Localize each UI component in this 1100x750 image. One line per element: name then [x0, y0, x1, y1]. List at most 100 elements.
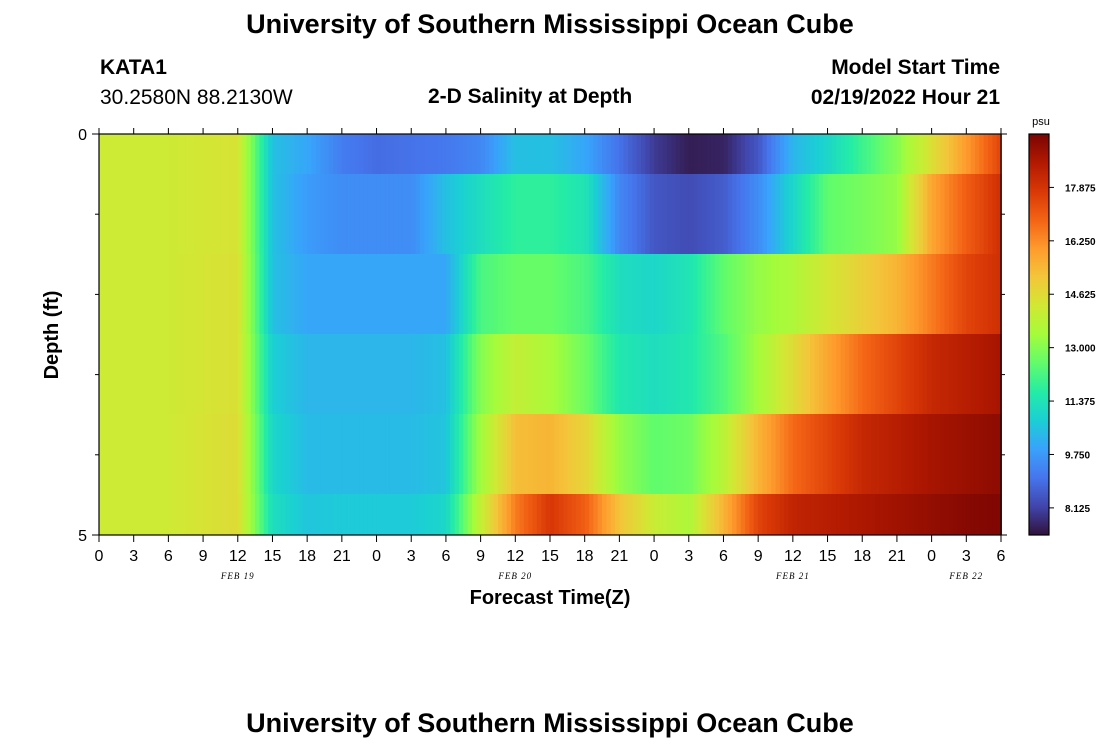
heatmap-cell — [229, 134, 239, 174]
heatmap-cell — [307, 134, 313, 174]
heatmap-cell — [697, 414, 703, 494]
heatmap-cell — [554, 494, 560, 535]
heatmap-cell — [970, 414, 976, 494]
heatmap-cell — [393, 174, 399, 254]
heatmap-cell — [289, 414, 295, 494]
heatmap-cell — [255, 134, 261, 174]
heatmap-cell — [411, 134, 417, 174]
heatmap-cell — [888, 254, 894, 334]
heatmap-cell — [298, 174, 304, 254]
heatmap-cell — [341, 134, 347, 174]
heatmap-cell — [506, 174, 512, 254]
heatmap-cell — [792, 494, 798, 535]
heatmap-cell — [766, 414, 772, 494]
heatmap-cell — [844, 174, 850, 254]
heatmap-cell — [797, 494, 803, 535]
heatmap-cell — [818, 134, 824, 174]
heatmap-cell — [255, 414, 261, 494]
heatmap-cell — [805, 414, 811, 494]
heatmap-cell — [311, 334, 317, 414]
heatmap-cell — [571, 174, 577, 254]
model-start-label: Model Start Time — [831, 56, 1000, 79]
heatmap-cell — [870, 254, 876, 334]
heatmap-cell — [419, 254, 425, 334]
heatmap-cell — [818, 334, 824, 414]
heatmap-cell — [350, 414, 356, 494]
heatmap-cell — [506, 494, 512, 535]
heatmap-cell — [177, 254, 187, 334]
heatmap-cell — [693, 414, 699, 494]
heatmap-cell — [151, 134, 161, 174]
heatmap-cell — [528, 134, 534, 174]
heatmap-cell — [571, 134, 577, 174]
heatmap-cell — [619, 254, 625, 334]
heatmap-cell — [229, 494, 239, 535]
heatmap-cell — [285, 494, 291, 535]
heatmap-cell — [419, 414, 425, 494]
heatmap-cell — [532, 254, 538, 334]
heatmap-cell — [875, 174, 881, 254]
heatmap-cell — [563, 134, 568, 174]
heatmap-cell — [571, 494, 577, 535]
heatmap-cell — [818, 254, 824, 334]
heatmap-cell — [229, 254, 239, 334]
heatmap-cell — [727, 174, 733, 254]
x-date-label: FEB 21 — [775, 571, 810, 581]
heatmap-cell — [935, 134, 941, 174]
heatmap-cell — [437, 334, 443, 414]
heatmap-cell — [636, 494, 642, 535]
heatmap-cell — [558, 494, 564, 535]
model-start-datetime: 02/19/2022 Hour 21 — [810, 86, 1000, 109]
heatmap-cell — [389, 254, 395, 334]
heatmap-cell — [242, 254, 248, 334]
heatmap-cell — [836, 494, 842, 535]
heatmap-cell — [901, 494, 907, 535]
heatmap-cell — [554, 254, 560, 334]
heatmap-cell — [914, 334, 920, 414]
heatmap-cell — [784, 174, 790, 254]
heatmap-cell — [515, 494, 521, 535]
heatmap-cell — [684, 334, 690, 414]
heatmap-cell — [450, 134, 456, 174]
heatmap-cell — [610, 254, 616, 334]
heatmap-cell — [550, 494, 555, 535]
heatmap-cell — [927, 494, 933, 535]
heatmap-cell — [628, 414, 633, 494]
heatmap-cell — [732, 174, 738, 254]
heatmap-cell — [480, 414, 486, 494]
heatmap-cell — [428, 174, 434, 254]
heatmap-cell — [263, 254, 269, 334]
heatmap-cell — [367, 494, 373, 535]
heatmap-cell — [567, 414, 573, 494]
heatmap-cell — [888, 414, 894, 494]
heatmap-cell — [506, 334, 512, 414]
heatmap-cell — [597, 334, 603, 414]
y-axis-label: Depth (ft) — [41, 291, 63, 380]
heatmap-cell — [675, 254, 681, 334]
heatmap-cell — [406, 334, 412, 414]
heatmap-cell — [250, 414, 256, 494]
heatmap-cell — [606, 134, 612, 174]
heatmap-cell — [116, 334, 126, 414]
heatmap-cell — [961, 174, 967, 254]
heatmap-cell — [328, 254, 334, 334]
heatmap-cell — [411, 494, 417, 535]
heatmap-cell — [827, 134, 833, 174]
heatmap-cell — [281, 254, 287, 334]
heatmap-cell — [818, 174, 824, 254]
heatmap-cell — [571, 334, 577, 414]
heatmap-cell — [797, 334, 803, 414]
x-tick-label: 18 — [298, 548, 316, 565]
heatmap-cell — [983, 134, 989, 174]
heatmap-cell — [853, 334, 859, 414]
heatmap-cell — [177, 174, 187, 254]
heatmap-cell — [918, 334, 924, 414]
heatmap-cell — [259, 134, 265, 174]
heatmap-cell — [302, 334, 308, 414]
heatmap-cell — [740, 494, 746, 535]
heatmap-cell — [151, 254, 161, 334]
heatmap-cell — [714, 174, 720, 254]
chart-title: 2-D Salinity at Depth — [428, 85, 633, 108]
heatmap-cell — [632, 414, 638, 494]
heatmap-cell — [519, 134, 525, 174]
